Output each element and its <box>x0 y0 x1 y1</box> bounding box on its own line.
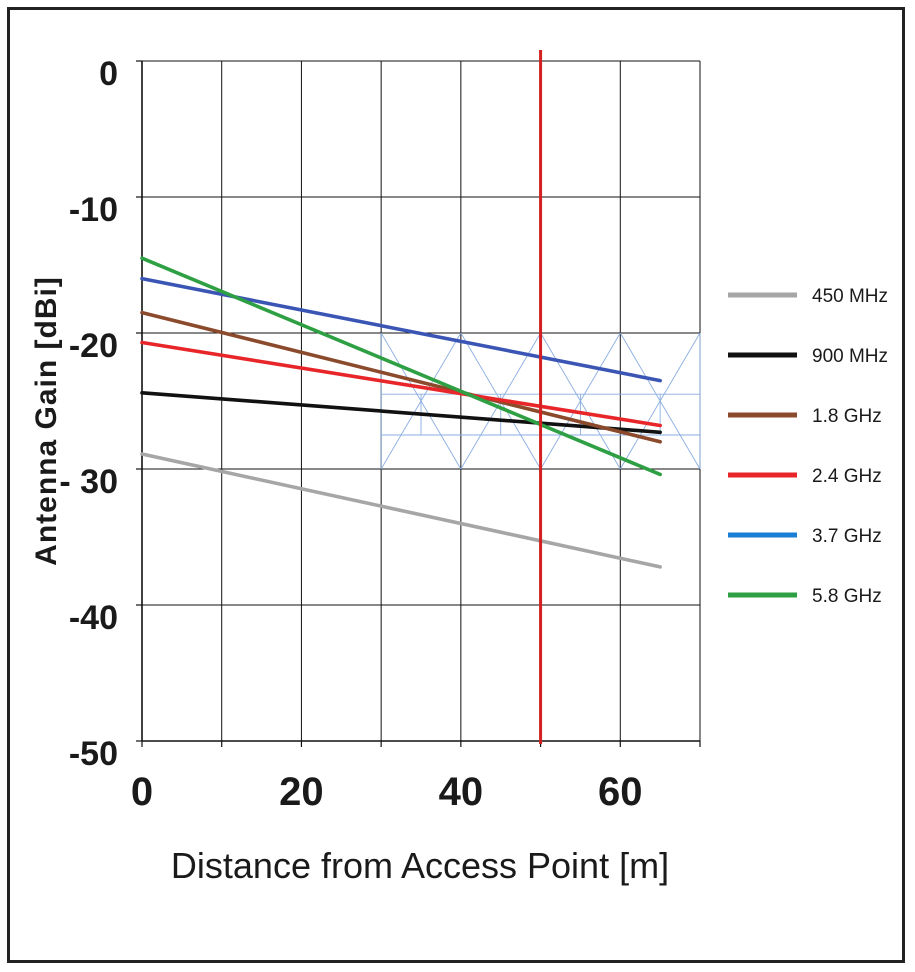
x-tick-label: 20 <box>279 770 324 814</box>
y-tick-label: 0 <box>99 55 118 93</box>
y-tick-label: -10 <box>69 191 118 229</box>
grid <box>136 60 701 747</box>
legend-label: 450 MHz <box>812 286 888 307</box>
legend: 450 MHz 900 MHz 1.8 GHz 2.4 GHz 3.7 GHz 5.8 G… <box>728 286 888 607</box>
y-tick-labels: 0 -10 -20 - 30 -40 -50 <box>59 55 118 773</box>
legend-label: 5.8 GHz <box>812 586 882 607</box>
x-tick-label: 40 <box>439 770 484 814</box>
y-tick-label: -20 <box>69 327 118 365</box>
x-tick-label: 0 <box>131 770 153 814</box>
y-tick-label: -50 <box>69 735 118 773</box>
series-line-2-4-ghz <box>140 340 662 428</box>
legend-label: 1.8 GHz <box>812 406 882 427</box>
x-tick-labels: 0 20 40 60 <box>131 770 643 814</box>
x-axis-label: Distance from Access Point [m] <box>171 845 669 886</box>
y-tick-label: - 30 <box>59 463 118 501</box>
y-axis-label: Antenna Gain [dBi] <box>30 276 63 566</box>
legend-label: 3.7 GHz <box>812 526 882 547</box>
series-line-450-mhz <box>140 452 662 569</box>
y-tick-label: -40 <box>69 599 118 637</box>
series-lines <box>140 50 662 744</box>
legend-label: 900 MHz <box>812 346 888 367</box>
series-line-900-mhz <box>140 391 662 435</box>
series-line-5-8-ghz <box>140 256 662 477</box>
series-line-1-8-ghz <box>140 310 662 444</box>
legend-label: 2.4 GHz <box>812 466 882 487</box>
x-tick-label: 60 <box>598 770 643 814</box>
figure-frame <box>7 7 905 963</box>
